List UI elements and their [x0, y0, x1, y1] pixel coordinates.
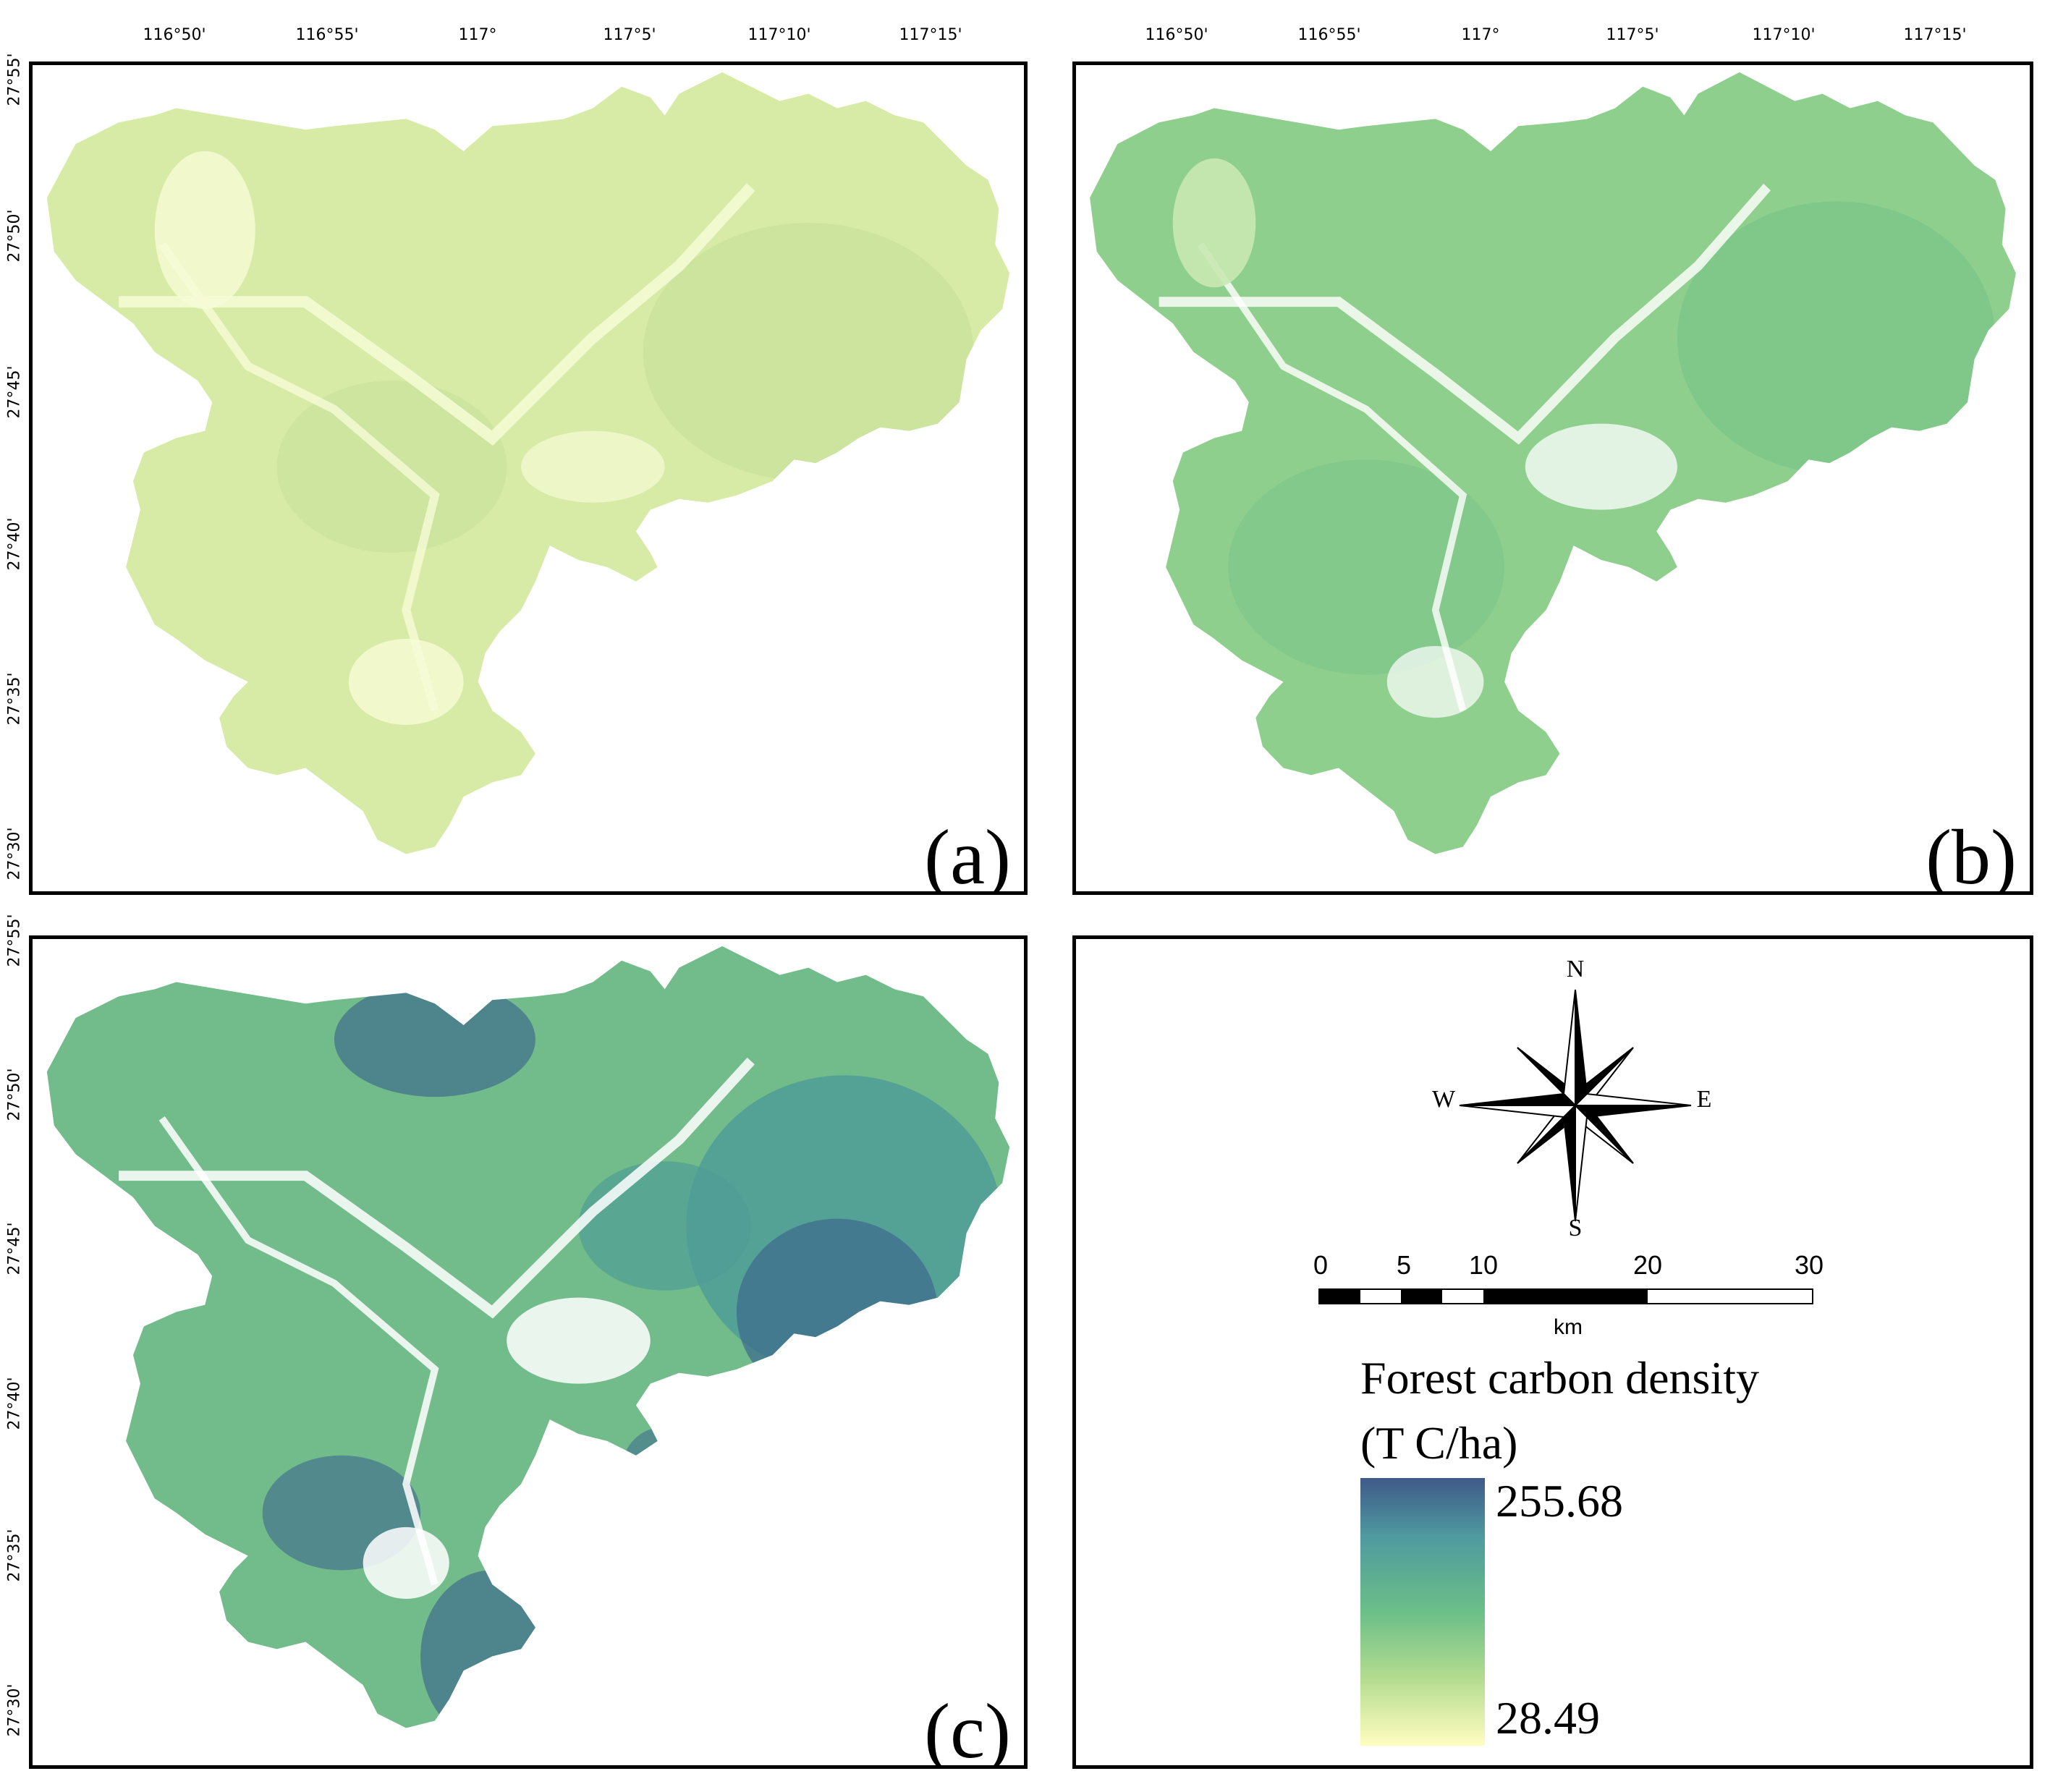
legend-color-ramp	[1360, 1478, 1485, 1746]
map-panel-c: (c)	[29, 935, 1028, 1769]
compass-north: N	[1566, 956, 1585, 982]
lon-tick: 117°5'	[1606, 26, 1659, 44]
lat-tick: 27°40'	[5, 1377, 24, 1430]
lon-tick: 116°50'	[143, 26, 206, 44]
region-map-c	[46, 946, 1010, 1728]
scale-label: 30	[1794, 1250, 1824, 1280]
compass-east: E	[1696, 1086, 1712, 1113]
scale-bar-graphic	[1318, 1288, 1813, 1304]
panel-label-c: (c)	[924, 1689, 1011, 1769]
lon-tick: 117°10'	[747, 26, 811, 44]
scale-label: 10	[1468, 1250, 1499, 1280]
lon-tick: 116°55'	[295, 26, 359, 44]
panel-label-b: (b)	[1926, 815, 2017, 895]
map-panel-a: (a)	[29, 61, 1028, 895]
lat-tick: 27°55'	[5, 53, 24, 106]
compass-rose-icon	[1459, 989, 1692, 1222]
region-map-b	[1090, 72, 2016, 854]
lat-tick: 27°55'	[5, 914, 24, 967]
lon-tick: 117°10'	[1752, 26, 1816, 44]
scale-unit: km	[1554, 1315, 1583, 1339]
lon-tick: 117°5'	[603, 26, 656, 44]
region-texture	[119, 150, 974, 726]
map-panel-b: (b)	[1072, 61, 2033, 895]
region-map-a	[46, 72, 1010, 854]
legend-title: Forest carbon density	[1360, 1352, 1759, 1404]
lat-tick: 27°45'	[5, 1222, 24, 1275]
lat-tick: 27°30'	[5, 1683, 24, 1737]
panel-label-a: (a)	[924, 815, 1011, 895]
lat-tick: 27°50'	[5, 209, 24, 263]
region-texture	[1159, 158, 1996, 718]
lon-tick: 116°55'	[1297, 26, 1361, 44]
legend-min-value: 28.49	[1496, 1692, 1600, 1744]
legend-panel: N S E W 0 5 10 20 30 km Forest carbon de…	[1072, 935, 2033, 1769]
scale-label: 20	[1632, 1250, 1663, 1280]
lon-tick: 117°	[1461, 26, 1500, 44]
lon-tick: 116°50'	[1145, 26, 1208, 44]
lat-tick: 27°50'	[5, 1068, 24, 1121]
lon-tick: 117°15'	[1903, 26, 1967, 44]
compass-south: S	[1568, 1215, 1583, 1241]
lat-tick: 27°35'	[5, 1529, 24, 1582]
scale-label: 5	[1396, 1250, 1412, 1280]
legend-subtitle: (T C/ha)	[1360, 1417, 1518, 1469]
lat-tick: 27°45'	[5, 365, 24, 419]
scale-label: 0	[1313, 1250, 1329, 1280]
lon-tick: 117°	[458, 26, 497, 44]
lat-tick: 27°40'	[5, 517, 24, 571]
lon-tick: 117°15'	[899, 26, 962, 44]
compass-west: W	[1431, 1086, 1456, 1113]
legend-max-value: 255.68	[1496, 1475, 1623, 1526]
lat-tick: 27°35'	[5, 672, 24, 726]
lat-tick: 27°30'	[5, 827, 24, 880]
